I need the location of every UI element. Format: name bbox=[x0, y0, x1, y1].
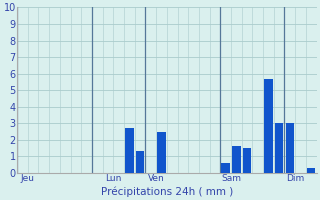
Bar bbox=[243, 148, 251, 173]
X-axis label: Précipitations 24h ( mm ): Précipitations 24h ( mm ) bbox=[101, 186, 233, 197]
Bar bbox=[232, 146, 241, 173]
Bar bbox=[285, 123, 294, 173]
Bar bbox=[136, 151, 144, 173]
Bar bbox=[264, 79, 273, 173]
Bar bbox=[125, 128, 134, 173]
Bar bbox=[157, 132, 166, 173]
Bar bbox=[221, 163, 230, 173]
Bar bbox=[275, 123, 284, 173]
Bar bbox=[307, 168, 316, 173]
